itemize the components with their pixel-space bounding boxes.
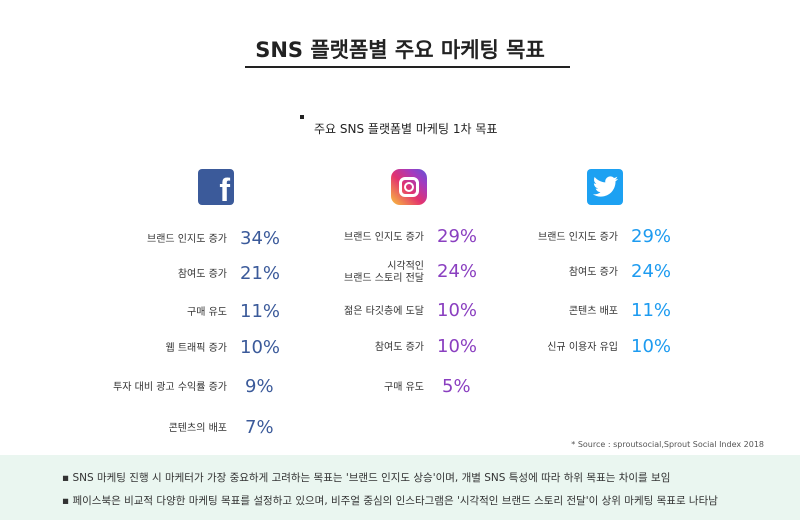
summary-text: SNS 마케팅 진행 시 마케터가 가장 중요하게 고려하는 목표는 '브랜드 … xyxy=(72,472,671,484)
facebook-goal-value: 7% xyxy=(245,417,274,438)
facebook-goal-label: 웹 트래픽 증가 xyxy=(165,343,227,354)
twitter-goal-label: 참여도 증가 xyxy=(568,267,618,278)
facebook-goal-value: 9% xyxy=(245,376,274,397)
facebook-goal-value: 10% xyxy=(240,337,281,358)
instagram-goal-label: 구매 유도 xyxy=(384,382,424,393)
subtitle: 주요 SNS 플랫폼별 마케팅 1차 목표 xyxy=(314,122,498,136)
subtitle-marker xyxy=(300,115,304,119)
twitter-goal-value: 10% xyxy=(631,336,672,357)
instagram-goal-label: 참여도 증가 xyxy=(374,342,424,353)
source-note: * Source : sproutsocial,Sprout Social In… xyxy=(571,440,764,449)
instagram-goal-value: 10% xyxy=(437,300,478,321)
facebook-goal-label: 브랜드 인지도 증가 xyxy=(147,234,227,245)
instagram-goal-value: 10% xyxy=(437,336,478,357)
instagram-goal-value: 24% xyxy=(437,261,478,282)
twitter-goal-value: 29% xyxy=(631,226,672,247)
twitter-goal-value: 11% xyxy=(631,300,672,321)
facebook-goal-value: 21% xyxy=(240,263,281,284)
instagram-goal-label: 브랜드 인지도 증가 xyxy=(344,232,424,243)
instagram-goal-value: 5% xyxy=(442,376,471,397)
twitter-goal-label: 신규 이용자 유입 xyxy=(547,342,618,353)
instagram-goal-label: 시각적인 브랜드 스토리 전달 xyxy=(344,261,424,284)
twitter-goal-label: 브랜드 인지도 증가 xyxy=(538,232,618,243)
summary-panel: ▪ SNS 마케팅 진행 시 마케터가 가장 중요하게 고려하는 목표는 '브랜… xyxy=(0,455,800,520)
facebook-goal-label: 투자 대비 광고 수익률 증가 xyxy=(113,382,227,393)
twitter-goal-label: 콘텐츠 배포 xyxy=(568,306,618,317)
title-underline xyxy=(245,66,570,68)
facebook-goal-label: 구매 유도 xyxy=(187,307,227,318)
twitter-icon xyxy=(587,169,623,205)
instagram-goal-value: 29% xyxy=(437,226,478,247)
facebook-goal-value: 11% xyxy=(240,301,281,322)
summary-note-2: ▪ 페이스북은 비교적 다양한 마케팅 목표를 설정하고 있으며, 비주얼 중심… xyxy=(62,495,718,507)
facebook-goal-value: 34% xyxy=(240,228,281,249)
facebook-icon: f xyxy=(198,169,234,205)
instagram-goal-label: 젊은 타깃층에 도달 xyxy=(344,306,424,317)
facebook-goal-label: 참여도 증가 xyxy=(177,269,227,280)
twitter-goal-value: 24% xyxy=(631,261,672,282)
facebook-goal-label: 콘텐츠의 배포 xyxy=(168,423,227,434)
summary-text: 페이스북은 비교적 다양한 마케팅 목표를 설정하고 있으며, 비주얼 중심의 … xyxy=(72,495,718,507)
instagram-icon xyxy=(391,169,427,205)
page-title: SNS 플랫폼별 주요 마케팅 목표 xyxy=(255,38,545,62)
summary-note-1: ▪ SNS 마케팅 진행 시 마케터가 가장 중요하게 고려하는 목표는 '브랜… xyxy=(62,472,671,484)
